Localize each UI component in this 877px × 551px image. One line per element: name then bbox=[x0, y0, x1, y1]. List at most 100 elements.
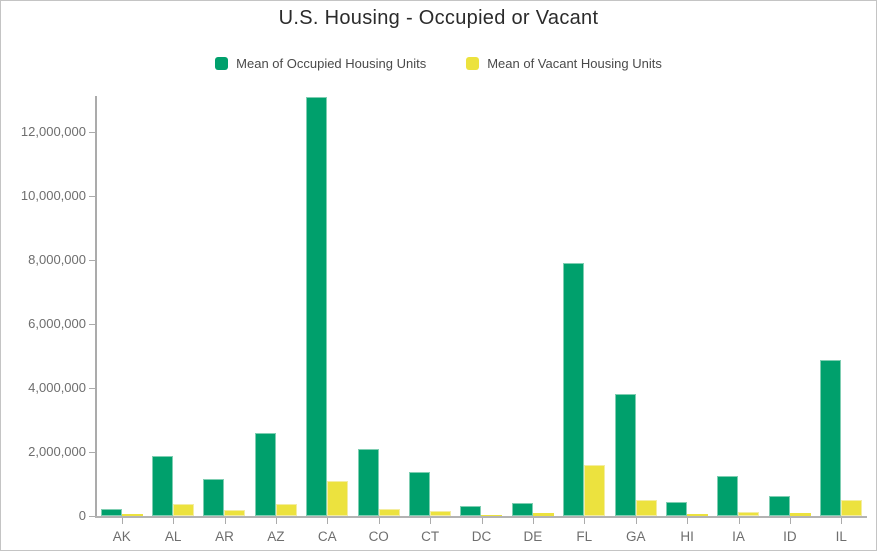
y-axis-tick-label: 0 bbox=[78, 508, 86, 523]
occupied-bar-ca[interactable] bbox=[306, 97, 328, 516]
legend-swatch-icon bbox=[215, 57, 229, 70]
legend: Mean of Occupied Housing Units Mean of Va… bbox=[1, 56, 876, 71]
x-axis-tick bbox=[533, 518, 534, 524]
bar-group-ak bbox=[96, 96, 147, 516]
occupied-bar-de[interactable] bbox=[511, 503, 533, 516]
occupied-bar-dc[interactable] bbox=[460, 506, 482, 516]
x-axis-tick-label: AR bbox=[215, 529, 234, 544]
bar-group-az bbox=[250, 96, 301, 516]
bar-group-id bbox=[764, 96, 815, 516]
y-axis-tick bbox=[89, 324, 95, 325]
y-axis-tick-label: 8,000,000 bbox=[28, 252, 86, 267]
vacant-bar-ga[interactable] bbox=[635, 500, 657, 516]
x-axis-tick-label: CT bbox=[421, 529, 440, 544]
legend-item-occupied[interactable]: Mean of Occupied Housing Units bbox=[215, 56, 426, 71]
vacant-bar-hi[interactable] bbox=[687, 514, 709, 516]
y-axis-tick bbox=[89, 388, 95, 389]
vacant-bar-id[interactable] bbox=[789, 513, 811, 516]
legend-label: Mean of Vacant Housing Units bbox=[487, 56, 662, 71]
x-axis-tick bbox=[173, 518, 174, 524]
x-axis-tick-label: AL bbox=[164, 529, 182, 544]
x-axis-line bbox=[95, 516, 867, 518]
bar-group-ct bbox=[404, 96, 455, 516]
bar-group-il bbox=[816, 96, 867, 516]
vacant-bar-co[interactable] bbox=[378, 509, 400, 516]
x-axis-tick bbox=[276, 518, 277, 524]
x-axis-tick-label: IL bbox=[835, 529, 847, 544]
y-axis-tick-label: 10,000,000 bbox=[20, 188, 86, 203]
x-axis-tick-label: DC bbox=[471, 529, 492, 544]
y-axis-tick bbox=[89, 516, 95, 517]
occupied-bar-id[interactable] bbox=[768, 496, 790, 516]
bar-group-ia bbox=[713, 96, 764, 516]
bar-group-al bbox=[147, 96, 198, 516]
bar-group-ar bbox=[199, 96, 250, 516]
x-axis-tick bbox=[841, 518, 842, 524]
legend-swatch-icon bbox=[466, 57, 480, 70]
vacant-bar-il[interactable] bbox=[841, 500, 863, 516]
x-axis-tick-label: AK bbox=[112, 529, 131, 544]
occupied-bar-ga[interactable] bbox=[614, 394, 636, 516]
x-axis-tick-label: CO bbox=[368, 529, 389, 544]
x-axis-tick bbox=[482, 518, 483, 524]
occupied-bar-hi[interactable] bbox=[666, 502, 688, 516]
y-axis-line bbox=[95, 96, 97, 517]
occupied-bar-ia[interactable] bbox=[717, 476, 739, 516]
x-axis-tick-label: CA bbox=[317, 529, 337, 544]
y-axis-tick bbox=[89, 132, 95, 133]
y-axis-tick-label: 4,000,000 bbox=[28, 380, 86, 395]
bar-group-co bbox=[353, 96, 404, 516]
x-axis-tick bbox=[739, 518, 740, 524]
vacant-bar-dc[interactable] bbox=[481, 515, 503, 516]
x-axis-tick bbox=[379, 518, 380, 524]
occupied-bar-al[interactable] bbox=[152, 456, 174, 516]
x-axis-tick-label: GA bbox=[625, 529, 646, 544]
bar-group-dc bbox=[456, 96, 507, 516]
occupied-bar-az[interactable] bbox=[254, 433, 276, 516]
x-axis-tick-label: AZ bbox=[267, 529, 285, 544]
x-axis-tick-label: IA bbox=[732, 529, 745, 544]
occupied-bar-co[interactable] bbox=[357, 449, 379, 516]
occupied-bar-fl[interactable] bbox=[563, 263, 585, 516]
y-axis-tick-label: 6,000,000 bbox=[28, 316, 86, 331]
x-axis-tick-label: FL bbox=[576, 529, 593, 544]
y-axis-tick bbox=[89, 196, 95, 197]
vacant-bar-al[interactable] bbox=[173, 504, 195, 516]
x-axis-tick bbox=[122, 518, 123, 524]
x-axis-tick-label: ID bbox=[783, 529, 797, 544]
occupied-bar-ak[interactable] bbox=[100, 509, 122, 516]
y-axis-tick-label: 2,000,000 bbox=[28, 444, 86, 459]
vacant-bar-de[interactable] bbox=[532, 513, 554, 516]
x-axis-tick-label: HI bbox=[680, 529, 694, 544]
legend-item-vacant[interactable]: Mean of Vacant Housing Units bbox=[466, 56, 662, 71]
vacant-bar-ar[interactable] bbox=[224, 510, 246, 516]
x-axis-tick bbox=[225, 518, 226, 524]
occupied-bar-il[interactable] bbox=[820, 360, 842, 516]
bar-group-de bbox=[507, 96, 558, 516]
vacant-bar-ca[interactable] bbox=[327, 481, 349, 516]
x-axis-tick bbox=[430, 518, 431, 524]
occupied-bar-ar[interactable] bbox=[203, 479, 225, 516]
x-axis-tick-label: DE bbox=[523, 529, 543, 544]
vacant-bar-ak[interactable] bbox=[121, 514, 143, 516]
bar-group-fl bbox=[559, 96, 610, 516]
x-axis-tick bbox=[687, 518, 688, 524]
vacant-bar-ct[interactable] bbox=[430, 511, 452, 516]
vacant-bar-ia[interactable] bbox=[738, 512, 760, 516]
x-axis-tick bbox=[584, 518, 585, 524]
legend-label: Mean of Occupied Housing Units bbox=[236, 56, 427, 71]
bar-group-ga bbox=[610, 96, 661, 516]
chart-title: U.S. Housing - Occupied or Vacant bbox=[278, 7, 599, 29]
x-axis-tick bbox=[636, 518, 637, 524]
bar-group-hi bbox=[661, 96, 712, 516]
y-axis-tick bbox=[89, 260, 95, 261]
occupied-bar-ct[interactable] bbox=[409, 472, 431, 516]
bar-group-ca bbox=[302, 96, 353, 516]
y-axis-tick bbox=[89, 452, 95, 453]
x-axis-tick bbox=[790, 518, 791, 524]
vacant-bar-fl[interactable] bbox=[584, 465, 606, 516]
vacant-bar-az[interactable] bbox=[275, 504, 297, 516]
x-axis-tick bbox=[327, 518, 328, 524]
